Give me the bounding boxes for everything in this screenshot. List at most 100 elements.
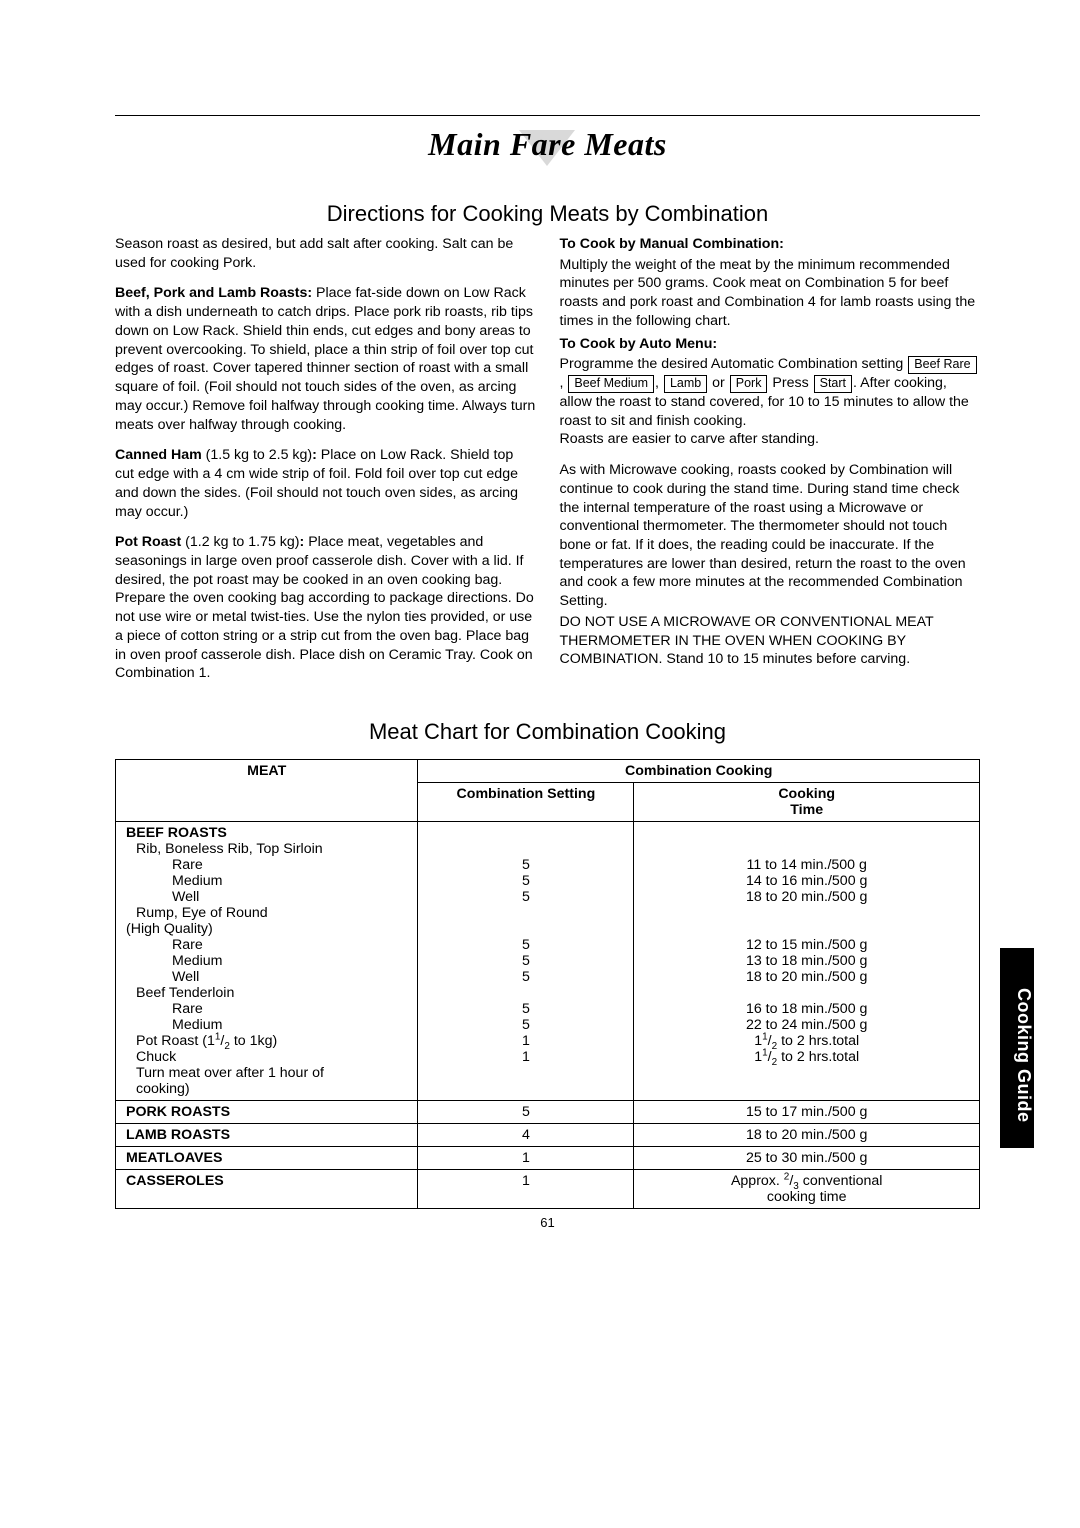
tender-rare: Rare bbox=[126, 1001, 407, 1017]
rump-rare: Rare bbox=[126, 937, 407, 953]
para-pot-roast: Pot Roast (1.2 kg to 1.75 kg): Place mea… bbox=[115, 533, 536, 683]
s-rump-rare: 5 bbox=[522, 937, 530, 953]
th-meat: MEAT bbox=[116, 760, 418, 822]
t-pot: 11/2 to 2 hrs.total bbox=[754, 1033, 859, 1049]
s-casseroles: 1 bbox=[418, 1170, 634, 1209]
s-rump-well: 5 bbox=[522, 969, 530, 985]
rib-rare: Rare bbox=[126, 857, 407, 873]
chuck-label: Chuck bbox=[126, 1049, 407, 1065]
s-meatloaves: 1 bbox=[418, 1147, 634, 1170]
page: Main Fare Meats Directions for Cooking M… bbox=[0, 0, 1080, 1270]
s-rib-med: 5 bbox=[522, 873, 530, 889]
auto-text-c: Press bbox=[772, 375, 812, 391]
auto-text-b: or bbox=[712, 375, 725, 391]
t-tender-rare: 16 to 18 min./500 g bbox=[746, 1001, 867, 1017]
top-rule bbox=[115, 115, 980, 116]
qty-pot: (1.2 kg to 1.75 kg) bbox=[181, 534, 299, 550]
casseroles-label: CASSEROLES bbox=[126, 1173, 224, 1189]
s-rib-well: 5 bbox=[522, 889, 530, 905]
frac-sup: 1 bbox=[215, 1031, 221, 1042]
rump-well: Well bbox=[126, 969, 407, 985]
qty-ham: (1.5 kg to 2.5 kg) bbox=[202, 447, 312, 463]
auto-text-e: Roasts are easier to carve after standin… bbox=[560, 431, 819, 447]
pot-roast-a: Pot Roast (1 bbox=[136, 1033, 215, 1049]
left-column: Season roast as desired, but add salt af… bbox=[115, 235, 536, 695]
beef-roasts-label: BEEF ROASTS bbox=[126, 825, 227, 841]
heading-manual: To Cook by Manual Combination: bbox=[560, 236, 784, 252]
para-beef-pork-lamb: Beef, Pork and Lamb Roasts: Place fat-si… bbox=[115, 284, 536, 434]
pork-button[interactable]: Pork bbox=[730, 375, 768, 393]
row-beef-roasts: BEEF ROASTS Rib, Boneless Rib, Top Sirlo… bbox=[116, 822, 980, 1101]
row-meatloaves: MEATLOAVES 1 25 to 30 min./500 g bbox=[116, 1147, 980, 1170]
rump-label: Rump, Eye of Round bbox=[126, 905, 407, 921]
lamb-label: LAMB ROASTS bbox=[126, 1127, 230, 1143]
turn-note-a: Turn meat over after 1 hour of bbox=[126, 1065, 407, 1081]
title-block: Main Fare Meats bbox=[115, 126, 980, 163]
chart-title: Meat Chart for Combination Cooking bbox=[115, 719, 980, 745]
t-chuck: 11/2 to 2 hrs.total bbox=[754, 1049, 859, 1065]
meatloaves-label: MEATLOAVES bbox=[126, 1150, 222, 1166]
s-pork: 5 bbox=[418, 1101, 634, 1124]
s-lamb: 4 bbox=[418, 1124, 634, 1147]
rib-medium: Medium bbox=[126, 873, 407, 889]
turn-note-b: cooking) bbox=[126, 1081, 407, 1097]
para-intro: Season roast as desired, but add salt af… bbox=[115, 235, 536, 272]
t-meatloaves: 25 to 30 min./500 g bbox=[634, 1147, 980, 1170]
pork-label: PORK ROASTS bbox=[126, 1104, 230, 1120]
pot-roast-label: Pot Roast (11/2 to 1kg) bbox=[126, 1033, 407, 1049]
t-rump-rare: 12 to 15 min./500 g bbox=[746, 937, 867, 953]
lamb-button[interactable]: Lamb bbox=[664, 375, 707, 393]
rib-well: Well bbox=[126, 889, 407, 905]
lead-bpl: Beef, Pork and Lamb Roasts: bbox=[115, 285, 312, 301]
rib-label: Rib, Boneless Rib, Top Sirloin bbox=[126, 841, 407, 857]
para-thermometer: As with Microwave cooking, roasts cooked… bbox=[560, 461, 981, 611]
beef-times: 11 to 14 min./500 g 14 to 16 min./500 g … bbox=[634, 822, 980, 1101]
lead-pot: Pot Roast bbox=[115, 534, 181, 550]
row-casseroles: CASSEROLES 1 Approx. 2/3 conventional co… bbox=[116, 1170, 980, 1209]
para-manual: Multiply the weight of the meat by the m… bbox=[560, 256, 981, 331]
th-time: Cooking Time bbox=[634, 783, 980, 822]
tenderloin-label: Beef Tenderloin bbox=[126, 985, 407, 1001]
th-time-b: Time bbox=[790, 802, 823, 818]
s-pot: 1 bbox=[522, 1033, 530, 1049]
para-canned-ham: Canned Ham (1.5 kg to 2.5 kg): Place on … bbox=[115, 446, 536, 521]
start-button[interactable]: Start bbox=[814, 375, 852, 393]
body-bpl: Place fat-side down on Low Rack with a d… bbox=[115, 285, 535, 432]
beef-medium-button[interactable]: Beef Medium bbox=[568, 375, 654, 393]
t-lamb: 18 to 20 min./500 g bbox=[634, 1124, 980, 1147]
para-auto: Programme the desired Automatic Combinat… bbox=[560, 355, 981, 449]
t-cass-c: cooking time bbox=[767, 1189, 847, 1205]
high-quality: (High Quality) bbox=[126, 921, 407, 937]
para-warning: DO NOT USE A MICROWAVE OR CONVENTIONAL M… bbox=[560, 613, 981, 669]
beef-rare-button[interactable]: Beef Rare bbox=[908, 356, 976, 374]
s-chuck: 1 bbox=[522, 1049, 530, 1065]
s-tender-rare: 5 bbox=[522, 1001, 530, 1017]
heading-auto: To Cook by Auto Menu: bbox=[560, 336, 718, 352]
t-pork: 15 to 17 min./500 g bbox=[634, 1101, 980, 1124]
row-pork: PORK ROASTS 5 15 to 17 min./500 g bbox=[116, 1101, 980, 1124]
rump-medium: Medium bbox=[126, 953, 407, 969]
auto-text-a: Programme the desired Automatic Combinat… bbox=[560, 356, 908, 372]
row-lamb: LAMB ROASTS 4 18 to 20 min./500 g bbox=[116, 1124, 980, 1147]
th-setting: Combination Setting bbox=[418, 783, 634, 822]
t-rib-rare: 11 to 14 min./500 g bbox=[746, 857, 866, 873]
page-number: 61 bbox=[115, 1215, 980, 1230]
s-rump-med: 5 bbox=[522, 953, 530, 969]
t-rump-well: 18 to 20 min./500 g bbox=[746, 969, 867, 985]
t-casseroles: Approx. 2/3 conventional cooking time bbox=[634, 1170, 980, 1209]
t-rib-well: 18 to 20 min./500 g bbox=[746, 889, 867, 905]
meat-chart-table: MEAT Combination Cooking Combination Set… bbox=[115, 759, 980, 1209]
two-column-text: Season roast as desired, but add salt af… bbox=[115, 235, 980, 695]
t-rib-med: 14 to 16 min./500 g bbox=[746, 873, 867, 889]
th-time-a: Cooking bbox=[778, 786, 835, 802]
side-tab: Cooking Guide bbox=[1000, 948, 1034, 1148]
lead-ham: Canned Ham bbox=[115, 447, 202, 463]
s-tender-med: 5 bbox=[522, 1017, 530, 1033]
tender-medium: Medium bbox=[126, 1017, 407, 1033]
th-group: Combination Cooking bbox=[418, 760, 980, 783]
pot-roast-b: to 1kg) bbox=[230, 1033, 277, 1049]
body-pot: Place meat, vegetables and seasonings in… bbox=[115, 534, 534, 681]
t-rump-med: 13 to 18 min./500 g bbox=[746, 953, 867, 969]
section-heading: Directions for Cooking Meats by Combinat… bbox=[115, 201, 980, 227]
beef-settings: 5 5 5 5 5 5 5 5 1 1 bbox=[418, 822, 634, 1101]
